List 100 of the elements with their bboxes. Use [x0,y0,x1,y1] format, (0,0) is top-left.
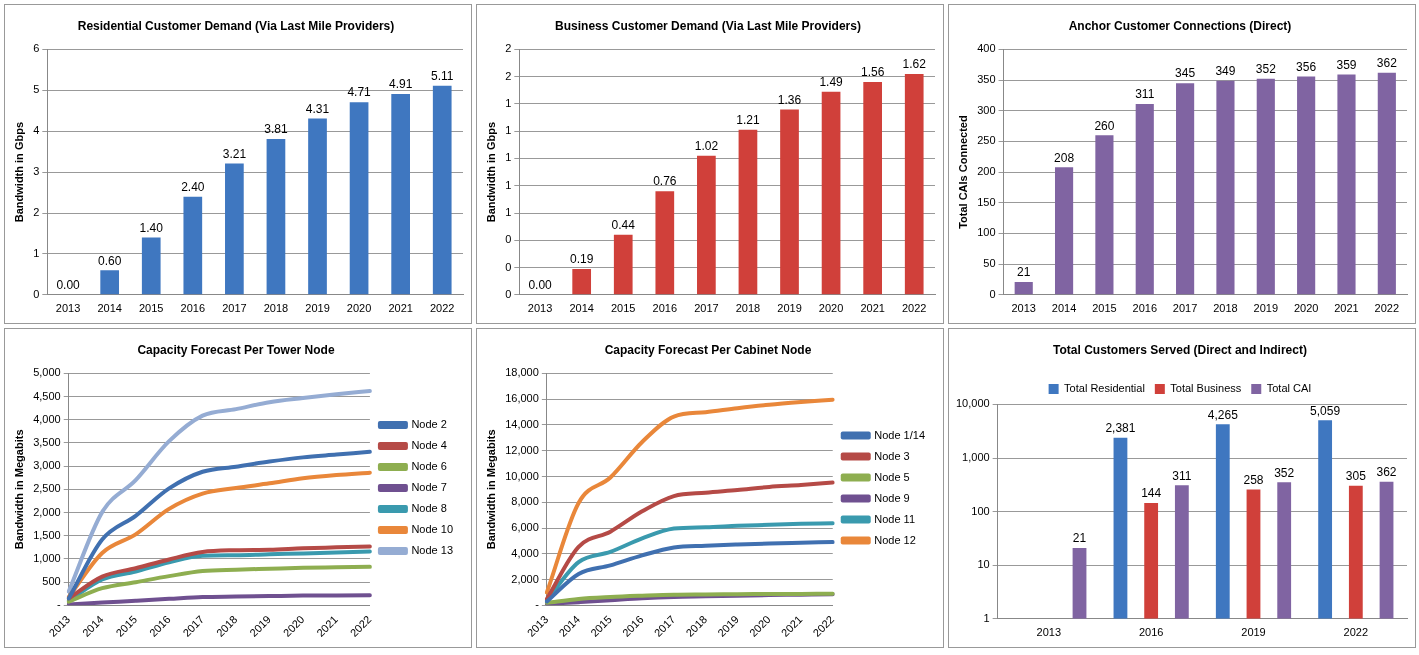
x-tick-label: 2014 [569,302,594,315]
y-tick-label: 16,000 [505,392,539,405]
x-tick-label: 2021 [1334,302,1359,315]
bar [1377,72,1396,295]
bar [1014,281,1033,295]
data-label: 258 [1243,472,1264,487]
data-label: 311 [1172,468,1192,483]
data-label: 21 [1017,265,1031,280]
y-tick-label: 50 [983,257,996,270]
x-tick-label: 2020 [1293,302,1319,315]
y-tick-label: 2,000 [511,572,539,585]
legend-label: Node 3 [874,449,910,462]
y-tick-label: 14,000 [505,417,539,430]
y-axis-title: Bandwidth in Megabits [484,429,497,550]
data-label: 3.81 [264,122,288,137]
y-tick-label: 1 [983,611,990,624]
x-tick-label: 2017 [222,302,247,315]
data-label: 305 [1345,468,1367,483]
data-label: 0.00 [56,278,81,293]
y-tick-label: 150 [977,195,996,208]
chart-title: Capacity Forecast Per Cabinet Node [604,342,812,357]
data-label: 362 [1376,464,1397,479]
data-label: 345 [1175,66,1196,81]
y-tick-label: 350 [977,73,996,86]
legend-label: Node 13 [411,544,454,557]
y-tick-label: 250 [977,134,996,147]
bar [821,91,841,295]
bar [1054,167,1074,295]
legend-label: Node 10 [411,523,454,536]
chart-title: Business Customer Demand (Via Last Mile Providers) [555,18,861,33]
y-tick-label: - [535,598,540,611]
y-tick-label: 1,500 [33,528,61,541]
bar [697,155,716,295]
y-tick-label: 5,000 [33,366,61,379]
bar [1135,104,1154,295]
data-label: 1.62 [902,57,927,72]
y-tick-label: 4,000 [511,546,539,559]
legend-label: Node 5 [874,470,910,483]
y-tick-label: 1 [505,124,512,137]
line-series [544,397,835,595]
chart-title: Residential Customer Demand (Via Last Mile Providers) [77,18,395,33]
chart-title: Capacity Forecast Per Tower Node [137,342,335,357]
x-tick-label: 2017 [1172,302,1198,315]
bar [1337,74,1356,295]
x-tick-label: 2018 [263,302,289,315]
data-label: 0.00 [528,278,553,293]
bar [572,268,592,295]
data-label: 5.11 [430,69,454,84]
x-tick-label: 2018 [1213,302,1238,315]
y-axis-title: Bandwidth in Megabits [12,429,25,550]
bar [225,163,244,295]
x-tick-label: 2021 [860,302,885,315]
y-tick-label: 1,000 [33,552,61,564]
y-axis-title: Bandwidth in Gbps [484,121,497,223]
y-tick-label: 1 [505,178,512,191]
data-label: 5,059 [1310,403,1341,418]
y-tick-label: 3 [33,165,40,178]
x-tick-label: 2016 [652,302,678,315]
data-label: 1.49 [819,74,844,89]
x-tick-label: 2022 [1374,302,1400,315]
bar [1297,76,1316,295]
data-label: 359 [1336,57,1357,72]
legend-label: Total Residential [1064,381,1145,394]
line-series [66,389,372,594]
y-tick-label: 1 [505,151,512,164]
data-label: 4.71 [347,85,372,100]
y-tick-label: 0 [33,287,40,300]
legend-label: Node 2 [411,418,447,431]
data-label: 1.36 [777,92,802,107]
bar [100,270,120,295]
data-label: 2.40 [181,179,205,194]
y-tick-label: 10,000 [505,469,539,482]
chart-title: Total Customers Served (Direct and Indirect) [1053,342,1307,357]
bar [1216,80,1235,295]
x-tick-label: 2022 [429,302,455,315]
x-tick-label: 2019 [1253,302,1279,315]
data-label: 1.56 [860,65,885,80]
y-tick-label: 6 [33,42,40,55]
data-label: 0.76 [653,174,677,189]
y-tick-label: 2,500 [33,482,61,495]
data-label: 3.21 [222,146,247,161]
data-label: 4,265 [1207,407,1239,422]
y-tick-label: 12,000 [505,443,539,456]
x-tick-label: 2013 [527,302,553,315]
x-tick-label: 2022 [901,302,927,315]
y-tick-label: 0 [505,260,512,273]
data-label: 21 [1072,531,1087,546]
bar [655,191,675,295]
x-tick-label: 2020 [346,302,372,315]
legend-label: Node 1/14 [874,428,925,441]
bar [183,196,203,295]
bar [266,138,286,295]
legend-label: Node 11 [874,512,916,525]
x-tick-label: 2021 [388,302,413,315]
y-tick-label: 4,500 [33,389,61,402]
legend-label: Node 7 [411,481,447,494]
y-axis-title: Bandwidth in Gbps [12,121,25,223]
data-label: 0.60 [97,253,122,268]
x-tick-label: 2016 [1132,302,1157,315]
y-tick-label: 3,000 [33,459,61,472]
